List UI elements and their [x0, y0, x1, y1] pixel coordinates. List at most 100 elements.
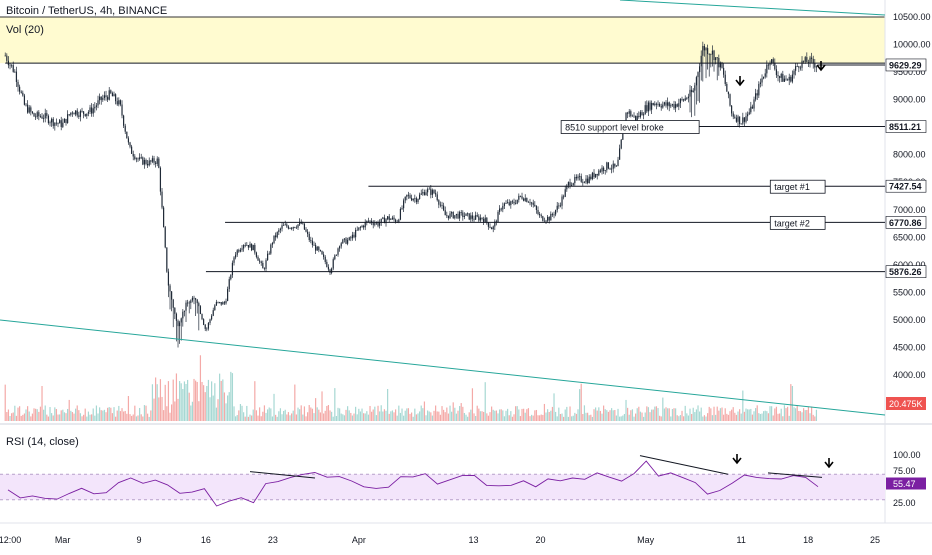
volume-bar	[11, 413, 13, 421]
volume-bar	[567, 416, 570, 421]
volume-bar	[460, 403, 462, 421]
candle-body	[499, 208, 501, 212]
volume-bar	[603, 405, 605, 421]
candle-body	[44, 113, 46, 119]
volume-bar	[305, 416, 307, 421]
volume-bar	[566, 406, 568, 421]
volume-bar	[148, 416, 150, 421]
volume-bar	[291, 413, 293, 421]
candle-body	[723, 67, 725, 75]
volume-bar	[713, 406, 715, 421]
candle-body	[763, 76, 765, 79]
volume-bar	[734, 412, 736, 421]
volume-bar	[739, 409, 741, 421]
candle-body	[542, 216, 544, 221]
volume-bar	[31, 413, 34, 421]
volume-bar	[750, 408, 752, 421]
volume-bar	[395, 409, 397, 421]
candle-body	[529, 202, 531, 204]
price-label-box	[885, 265, 927, 278]
candle-body	[459, 212, 461, 219]
volume-bar	[153, 398, 155, 421]
candle-body	[617, 159, 619, 166]
price-tick-label: 4500.00	[893, 342, 926, 352]
volume-bar	[527, 408, 530, 421]
volume-bar	[393, 412, 395, 421]
candle-body	[238, 250, 240, 252]
volume-bar	[331, 411, 333, 421]
volume-bar	[76, 405, 78, 421]
candle-body	[30, 107, 32, 112]
volume-bar	[6, 412, 8, 421]
volume-bar	[108, 407, 110, 421]
candle-body	[286, 224, 288, 227]
candle-body	[83, 111, 85, 115]
volume-bar	[355, 406, 357, 421]
candle-body	[475, 215, 477, 220]
volume-bar	[286, 414, 288, 421]
candle-body	[495, 221, 498, 223]
candle-body	[139, 157, 141, 160]
volume-bar	[17, 407, 19, 421]
volume-bar	[697, 405, 699, 421]
volume-bar	[123, 411, 125, 421]
volume-bar	[228, 392, 230, 421]
candle-body	[103, 95, 106, 98]
candle-body	[692, 90, 694, 93]
volume-bar	[326, 405, 328, 421]
candle-body	[366, 220, 368, 223]
candle-body	[412, 198, 414, 201]
candle-body	[343, 238, 346, 240]
price-tick-label: 5000.00	[893, 315, 926, 325]
candle-body	[571, 184, 573, 186]
down-arrow-icon	[816, 61, 826, 72]
candle-body	[11, 64, 13, 66]
candle-body	[17, 81, 19, 87]
rsi-divergence-line	[767, 472, 823, 478]
candle-body	[513, 201, 515, 204]
volume-bar	[542, 414, 544, 421]
candle-body	[124, 125, 126, 132]
candle-body	[804, 57, 806, 62]
volume-bar	[329, 410, 331, 421]
candle-body	[527, 201, 530, 203]
candle-body	[310, 240, 312, 241]
volume-bar	[551, 406, 554, 421]
candle-body	[417, 198, 419, 203]
candle-body	[662, 104, 664, 108]
volume-bar	[487, 415, 490, 421]
candle-body	[801, 60, 803, 68]
volume-bar	[599, 410, 602, 421]
candle-body	[22, 92, 24, 96]
volume-bar	[457, 410, 459, 421]
volume-bar	[156, 384, 158, 421]
candle-body	[177, 320, 179, 327]
candle-body	[655, 103, 658, 105]
candle-body	[769, 63, 771, 66]
candle-body	[163, 207, 165, 228]
candle-body	[707, 48, 709, 55]
volume-bar	[137, 415, 139, 421]
candle-body	[387, 216, 389, 220]
candle-body	[451, 212, 453, 214]
candle-body	[422, 192, 424, 194]
volume-bar	[303, 406, 306, 421]
candle-body	[49, 122, 51, 124]
volume-bar	[345, 409, 347, 421]
candle-body	[673, 104, 675, 109]
candle-body	[524, 198, 526, 201]
candle-body	[35, 116, 37, 118]
candle-body	[276, 232, 278, 238]
candle-body	[436, 194, 438, 201]
volume-bar	[564, 409, 566, 421]
volume-bar	[766, 411, 768, 421]
candle-body	[575, 176, 578, 179]
volume-bar	[343, 415, 346, 421]
volume-bar	[799, 411, 802, 421]
volume-bar	[620, 416, 622, 421]
volume-bar	[585, 412, 587, 421]
candle-body	[654, 103, 656, 106]
candle-body	[295, 227, 298, 229]
volume-bar	[244, 416, 246, 421]
